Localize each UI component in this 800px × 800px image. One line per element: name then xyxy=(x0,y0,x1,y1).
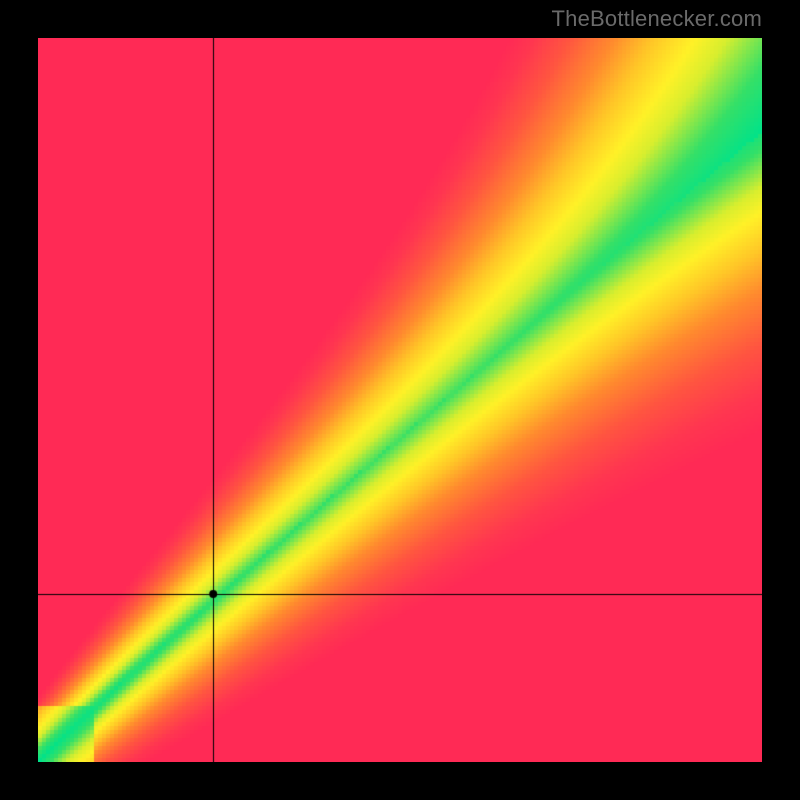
heatmap-plot xyxy=(38,38,762,762)
attribution-text: TheBottlenecker.com xyxy=(552,6,762,32)
heatmap-canvas xyxy=(38,38,762,762)
